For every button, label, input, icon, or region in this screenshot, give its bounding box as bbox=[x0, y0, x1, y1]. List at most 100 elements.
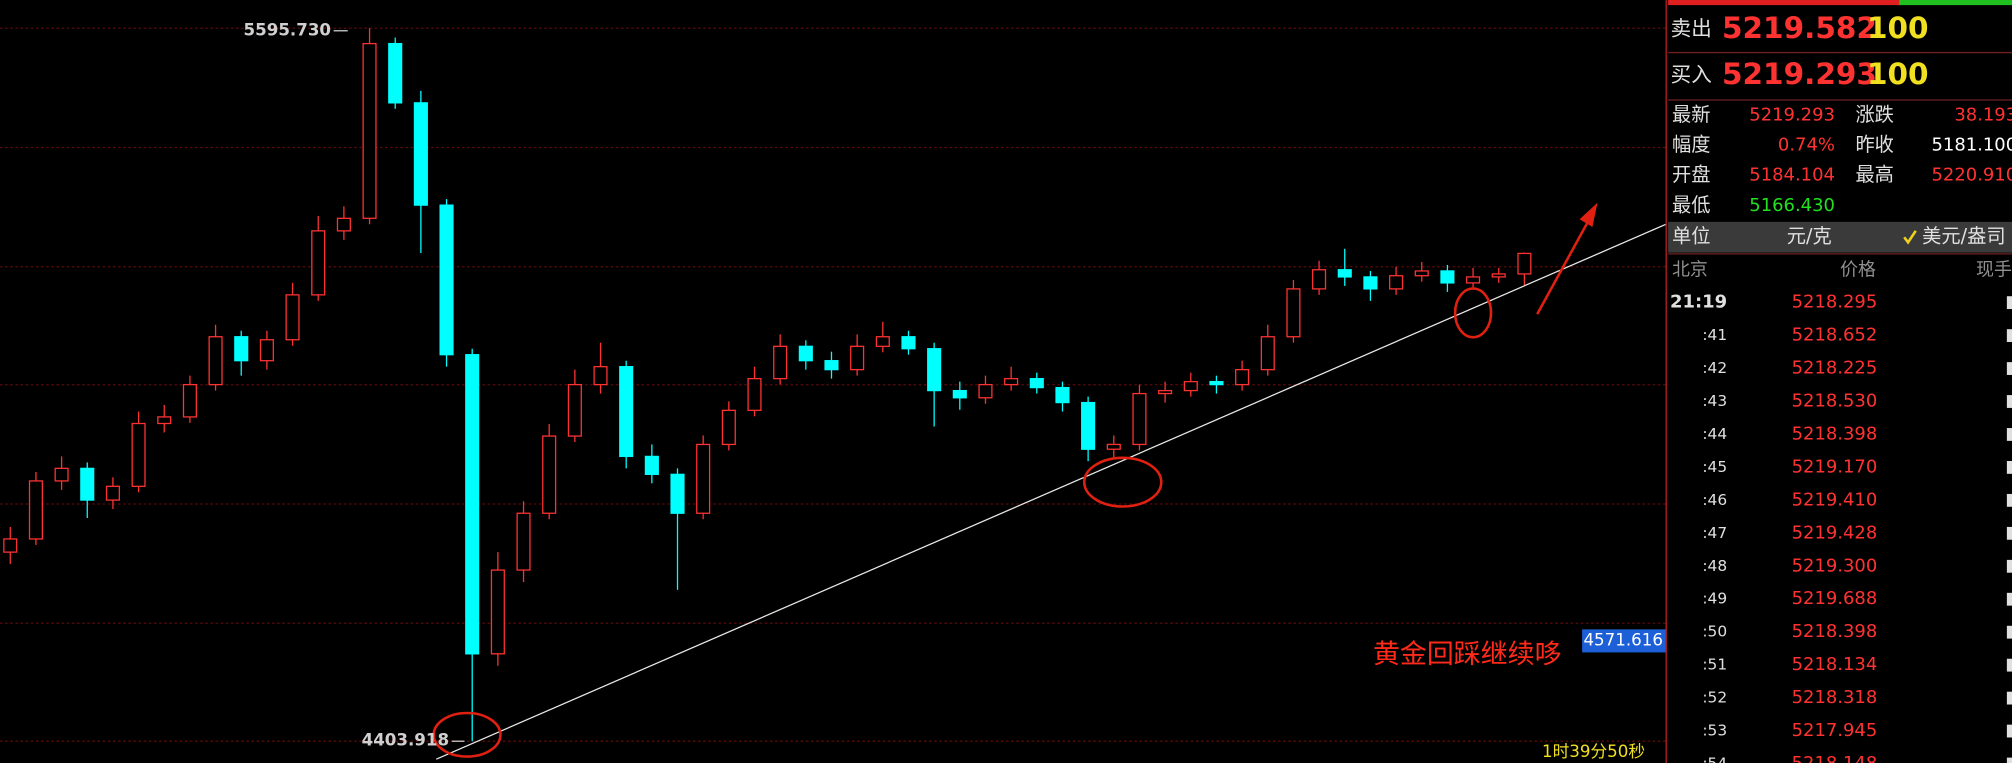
candle-body bbox=[1235, 369, 1250, 386]
tick-price: 5218.652 bbox=[1792, 325, 1878, 346]
candle-body bbox=[773, 345, 788, 380]
candle-body bbox=[490, 569, 505, 655]
candle-body bbox=[978, 383, 993, 399]
cursor-price-box bbox=[1582, 629, 1666, 653]
candle-body bbox=[850, 345, 865, 371]
quote-price: 5219.582 bbox=[1722, 11, 1877, 45]
check-icon bbox=[1903, 230, 1917, 245]
tick-time: :54 bbox=[1702, 755, 1727, 763]
candle-body bbox=[1466, 276, 1481, 284]
candle-body bbox=[388, 42, 403, 104]
stat-label: 开盘 bbox=[1672, 163, 1710, 186]
stat-value: 38.193 bbox=[1954, 104, 2012, 125]
tick-price: 5218.398 bbox=[1792, 423, 1878, 444]
unit-option[interactable]: 美元/盎司 bbox=[1922, 225, 2005, 248]
candle-body bbox=[1004, 377, 1019, 386]
stat-value: 5181.100 bbox=[1932, 135, 2012, 156]
candle-body bbox=[362, 42, 377, 219]
high-price-label: 5595.730 bbox=[244, 20, 331, 39]
candle-body bbox=[1517, 252, 1532, 275]
tick-price: 5219.428 bbox=[1792, 522, 1878, 543]
tick-marker bbox=[2006, 625, 2012, 639]
candle-body bbox=[131, 422, 146, 487]
unit-option[interactable]: 元/克 bbox=[1787, 225, 1832, 248]
tick-price: 5219.410 bbox=[1792, 489, 1878, 510]
tick-price: 5218.134 bbox=[1792, 654, 1878, 675]
quote-price: 5219.293 bbox=[1722, 57, 1877, 91]
tick-time: 21:19 bbox=[1670, 292, 1727, 313]
tick-marker bbox=[2006, 428, 2012, 441]
tick-marker bbox=[2006, 362, 2012, 375]
tick-time: :44 bbox=[1702, 425, 1727, 443]
tick-price: 5218.148 bbox=[1792, 753, 1878, 763]
stat-label: 幅度 bbox=[1672, 133, 1710, 156]
candle-body bbox=[1209, 380, 1224, 386]
candle-body bbox=[567, 383, 582, 437]
candle-body bbox=[1337, 269, 1352, 278]
candle-body bbox=[439, 204, 454, 356]
stat-label: 最低 bbox=[1672, 193, 1710, 216]
candle-body bbox=[54, 467, 69, 482]
stat-value: 5220.910 bbox=[1932, 165, 2012, 186]
candle-body bbox=[1106, 443, 1121, 450]
stat-value: 5166.430 bbox=[1749, 195, 1835, 216]
candle-body bbox=[182, 383, 197, 418]
ratio-bar-sell bbox=[1668, 0, 1900, 6]
highlight-circle bbox=[432, 711, 502, 758]
tick-price: 5219.688 bbox=[1792, 588, 1878, 609]
stat-label: 昨收 bbox=[1855, 133, 1893, 156]
candle-body bbox=[413, 102, 428, 206]
unit-bar bbox=[1668, 221, 2012, 253]
candle-body bbox=[798, 345, 813, 362]
candle-body bbox=[619, 366, 634, 458]
candle-body bbox=[1440, 270, 1455, 284]
trend-line bbox=[436, 223, 1666, 760]
price-labels: 5595.730 4403.918 4571.616 bbox=[244, 20, 1666, 750]
candle-body bbox=[593, 366, 608, 386]
candle-body bbox=[516, 512, 531, 571]
annotation: 黄金回踩继续哆 bbox=[1373, 639, 1562, 670]
candle-body bbox=[927, 348, 942, 392]
tick-marker bbox=[2006, 757, 2012, 763]
tick-time: :49 bbox=[1702, 590, 1727, 608]
candle-body bbox=[1491, 273, 1506, 278]
tick-marker bbox=[2006, 559, 2012, 573]
candle-body bbox=[644, 455, 659, 475]
tick-time: :53 bbox=[1702, 722, 1727, 740]
candle-body bbox=[285, 294, 300, 341]
tick-time: :46 bbox=[1702, 491, 1727, 509]
tick-price: 5218.318 bbox=[1792, 687, 1878, 708]
tick-price: 5218.530 bbox=[1792, 391, 1878, 412]
candle-body bbox=[1414, 270, 1429, 277]
candle-body bbox=[1286, 288, 1301, 338]
candle-body bbox=[901, 336, 916, 350]
unit-label: 单位 bbox=[1672, 225, 1710, 248]
tick-price: 5218.225 bbox=[1792, 358, 1878, 379]
tick-time: :50 bbox=[1702, 623, 1727, 641]
candle-body bbox=[875, 336, 890, 347]
tick-price: 5219.300 bbox=[1792, 555, 1878, 576]
candle-body bbox=[259, 339, 274, 362]
candle-body bbox=[105, 485, 120, 501]
candle-body bbox=[234, 336, 249, 362]
cursor-price-label: 4571.616 bbox=[1583, 630, 1663, 649]
candle-body bbox=[1132, 392, 1147, 446]
candle-body bbox=[1363, 276, 1378, 290]
candle-body bbox=[465, 354, 480, 655]
candle-body bbox=[824, 360, 839, 371]
tick-header: 北京 bbox=[1672, 260, 1708, 281]
tick-marker bbox=[2006, 329, 2012, 343]
tick-time: :42 bbox=[1702, 359, 1727, 377]
candle-body bbox=[1158, 389, 1173, 395]
tick-marker bbox=[2006, 395, 2012, 408]
quote-volume: 100 bbox=[1867, 11, 1929, 45]
stat-label: 涨跌 bbox=[1855, 103, 1893, 126]
stat-value: 5184.104 bbox=[1749, 165, 1835, 186]
tick-price: 5218.295 bbox=[1792, 292, 1878, 313]
tick-marker bbox=[2006, 526, 2012, 540]
highlight-circle bbox=[1453, 287, 1493, 339]
tick-header: 价格 bbox=[1840, 260, 1876, 281]
candle-body bbox=[1081, 401, 1096, 450]
tick-time: :45 bbox=[1702, 458, 1727, 476]
candle-body bbox=[311, 230, 326, 296]
